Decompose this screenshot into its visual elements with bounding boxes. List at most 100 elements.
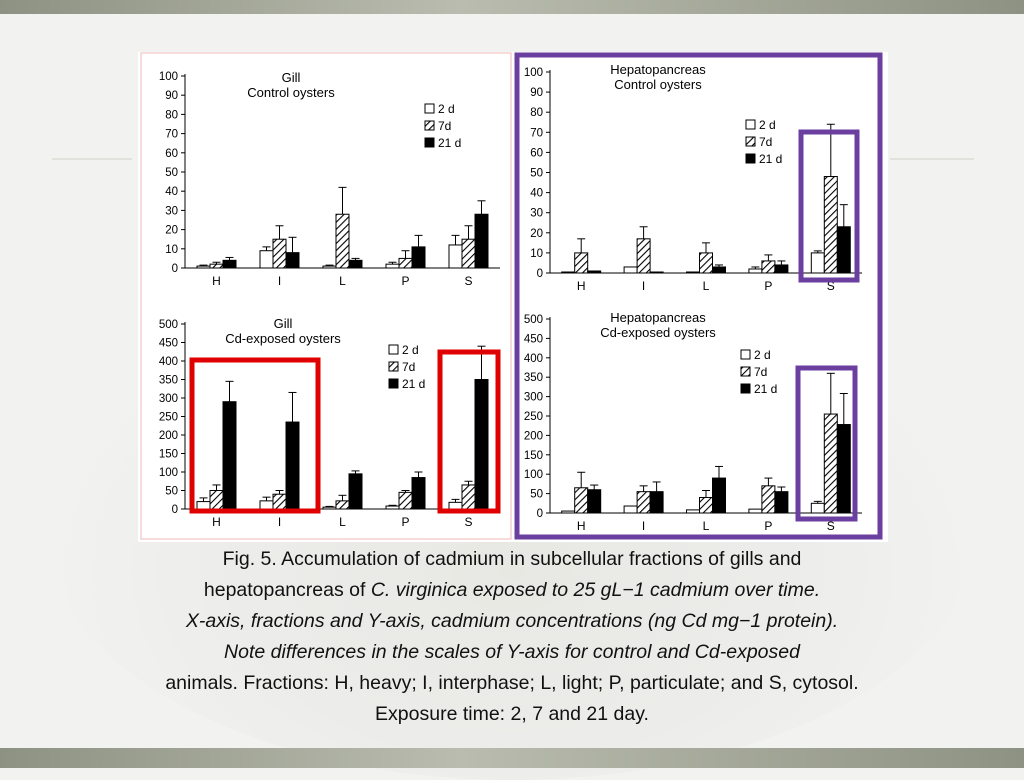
x-tick-label: S <box>827 519 835 533</box>
legend-swatch <box>740 349 751 360</box>
x-tick-label: H <box>212 274 221 288</box>
bar-7d-H <box>574 487 589 514</box>
bottom-decor-band <box>0 748 1024 768</box>
y-tick-label: 100 <box>159 71 178 83</box>
caption-line-2: hepatopancreas of C. virginica exposed t… <box>60 575 964 606</box>
bar-21d-H <box>587 270 602 274</box>
bar-7d-I <box>272 238 287 269</box>
figure-left-border <box>140 52 512 540</box>
highlight-box-hepatopancreas <box>514 52 883 540</box>
bar-21d-P <box>774 264 789 274</box>
caption-line-1: Fig. 5. Accumulation of cadmium in subce… <box>222 548 802 570</box>
x-tick-label: H <box>577 279 586 293</box>
caption-line-2-normal: hepatopancreas of <box>203 579 371 601</box>
caption-line-3: X-axis, fractions and Y-axis, cadmium co… <box>185 610 839 632</box>
bar-7d-P <box>761 260 776 274</box>
y-tick-label: 400 <box>524 353 543 365</box>
bar-2d-H <box>196 501 211 510</box>
legend-label: 7d <box>402 360 415 374</box>
caption-line-2-italic: C. virginica exposed to 25 gL−1 cadmium … <box>370 579 821 601</box>
legend-swatch <box>745 136 756 147</box>
bar-2d-L <box>322 506 337 510</box>
y-tick-label: 10 <box>530 248 543 260</box>
caption-line-4: Note differences in the scales of Y-axis… <box>224 641 800 663</box>
legend-label: 2 d <box>438 102 455 116</box>
y-tick-label: 20 <box>530 228 543 240</box>
y-tick-label: 100 <box>524 67 543 79</box>
figure-panel: 0 10 20 30 40 50 60 70 80 90 100 Gill Control oyster… <box>138 52 888 542</box>
y-tick-label: 60 <box>530 147 543 159</box>
chart-subtitle: Cd-exposed oysters <box>225 331 341 346</box>
x-tick-label: L <box>339 274 346 288</box>
bar-7d-H <box>209 263 224 269</box>
legend-swatch <box>388 361 399 372</box>
bar-7d-P <box>761 485 776 514</box>
bar-7d-L <box>335 500 350 510</box>
chart-title: Hepatopancreas <box>610 62 706 77</box>
legend-label: 2 d <box>754 348 771 362</box>
bar-2d-L <box>686 271 700 274</box>
bar-7d-L <box>699 496 713 514</box>
legend-label: 21 d <box>438 136 461 150</box>
bar-7d-S <box>461 238 476 269</box>
y-tick-label: 20 <box>165 225 178 237</box>
bar-2d-S <box>448 501 463 510</box>
bar-2d-L <box>322 265 337 269</box>
chart-panel-2: 0 10 20 30 40 50 60 70 80 90 100 HepatopancreasCont… <box>524 62 862 293</box>
legend-label: 21 d <box>759 152 782 166</box>
y-tick-label: 500 <box>159 319 178 331</box>
chart-panel-3: 0 50 100 150 200 250 300 350 400 450 500 GillCd-exp… <box>159 316 500 529</box>
y-tick-label: 100 <box>159 467 178 479</box>
background-line-left <box>52 158 132 160</box>
bar-2d-I <box>259 250 274 269</box>
y-tick-label: 450 <box>524 333 543 345</box>
legend-label: 7d <box>754 365 767 379</box>
y-tick-label: 0 <box>537 268 543 280</box>
y-tick-label: 500 <box>524 314 543 326</box>
bar-2d-H <box>561 271 576 274</box>
bar-21d-S <box>474 379 489 510</box>
bar-2d-H <box>196 265 211 269</box>
legend-swatch <box>745 153 756 164</box>
bar-7d-P <box>398 491 413 510</box>
x-tick-label: L <box>703 279 710 293</box>
bar-7d-L <box>335 213 350 269</box>
highlight-box-gill-cytosol <box>437 349 501 514</box>
bar-7d-I <box>636 491 651 514</box>
x-tick-label: I <box>278 274 281 288</box>
bar-21d-I <box>285 252 300 269</box>
x-tick-label: S <box>827 279 835 293</box>
bar-2d-H <box>561 510 576 514</box>
y-tick-label: 300 <box>159 393 178 405</box>
x-tick-label: P <box>764 519 772 533</box>
highlight-box-gill-heavy-interphase <box>189 357 321 514</box>
x-tick-label: H <box>212 515 221 529</box>
y-tick-label: 30 <box>530 208 543 220</box>
chart-title: Gill <box>274 316 293 331</box>
bar-21d-I <box>649 491 664 514</box>
bar-7d-L <box>699 252 713 274</box>
chart-subtitle: Control oysters <box>247 85 335 100</box>
y-tick-label: 60 <box>165 148 178 160</box>
bar-7d-S <box>823 413 838 514</box>
chart-subtitle: Cd-exposed oysters <box>600 325 716 340</box>
y-tick-label: 0 <box>537 508 543 520</box>
y-tick-label: 100 <box>524 469 543 481</box>
y-tick-label: 350 <box>524 372 543 384</box>
bar-21d-L <box>348 259 363 269</box>
bar-21d-S <box>836 424 851 514</box>
y-tick-label: 50 <box>165 167 178 179</box>
y-tick-label: 50 <box>530 168 543 180</box>
y-tick-label: 90 <box>530 87 543 99</box>
bar-21d-I <box>285 421 300 510</box>
y-tick-label: 250 <box>159 412 178 424</box>
y-tick-label: 200 <box>524 430 543 442</box>
legend-swatch <box>424 103 435 114</box>
bar-21d-P <box>411 477 426 510</box>
legend-label: 7d <box>438 119 451 133</box>
legend-label: 21 d <box>754 382 777 396</box>
legend-swatch <box>424 137 435 148</box>
bar-2d-P <box>385 263 400 269</box>
bar-21d-L <box>712 477 726 514</box>
